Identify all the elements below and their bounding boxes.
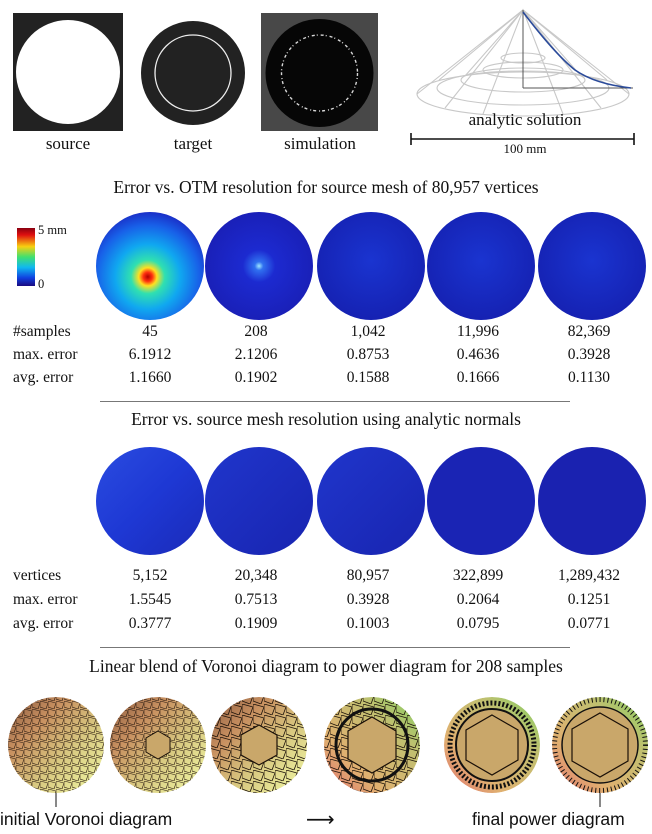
table-cell: 0.3928	[567, 346, 611, 363]
simulation-label: simulation	[284, 134, 356, 153]
table-cell: 0.0795	[456, 615, 500, 632]
analytic-solution-label: analytic solution	[468, 110, 582, 129]
table-cell: 322,899	[452, 567, 504, 584]
scale-bar	[410, 133, 635, 145]
colorbar-max-label: 5 mm	[38, 223, 67, 237]
voronoi-step-4	[324, 697, 420, 793]
table-cell: 0.1130	[567, 369, 611, 386]
error-map-322899	[427, 447, 535, 555]
row-label-max-error: max. error	[13, 591, 78, 608]
final-power-label: final power diagram	[472, 809, 625, 829]
initial-voronoi-label: initial Voronoi diagram	[0, 809, 173, 829]
error-map-row-1	[96, 212, 646, 320]
divider	[100, 401, 570, 402]
row-label-vertices: vertices	[13, 567, 62, 584]
table-cell: 0.0771	[567, 615, 611, 632]
section3-title: Linear blend of Voronoi diagram to power…	[89, 656, 563, 676]
error-map-82369	[538, 212, 646, 320]
voronoi-step-5	[444, 697, 540, 793]
voronoi-step-1	[8, 697, 104, 793]
table-cell: 80,957	[346, 567, 390, 584]
table-cell: 45	[142, 323, 158, 340]
voronoi-step-2	[110, 697, 206, 793]
colorbar-min-label: 0	[38, 277, 45, 291]
target-label: target	[173, 134, 213, 153]
table-cell: 11,996	[456, 323, 500, 340]
simulation-image	[261, 13, 378, 131]
table-cell: 6.1912	[128, 346, 172, 363]
error-map-row-2	[96, 447, 646, 555]
table-cell: 1.1660	[128, 369, 172, 386]
table-cell: 0.1902	[234, 369, 278, 386]
table-cell: 0.1666	[456, 369, 500, 386]
table-cell: 1,289,432	[558, 567, 620, 584]
error-map-1042	[317, 212, 425, 320]
error-map-208	[205, 212, 313, 320]
section2-title: Error vs. source mesh resolution using a…	[131, 409, 521, 429]
target-image	[141, 21, 245, 125]
table-cell: 0.1909	[234, 615, 278, 632]
table-cell: 0.1588	[346, 369, 390, 386]
error-map-45	[96, 212, 204, 320]
error-map-20348	[205, 447, 313, 555]
voronoi-blend-row	[8, 697, 648, 807]
voronoi-step-3	[211, 697, 307, 793]
section1-title: Error vs. OTM resolution for source mesh…	[113, 177, 539, 197]
table-cell: 0.3777	[128, 615, 172, 632]
error-map-80957	[317, 447, 425, 555]
table-cell: 1.5545	[128, 591, 172, 608]
divider	[100, 647, 570, 648]
scale-bar-label: 100 mm	[503, 141, 547, 156]
row-label-samples: #samples	[13, 323, 71, 340]
table-cell: 1,042	[350, 323, 386, 340]
source-label: source	[45, 134, 91, 153]
row-label-avg-error: avg. error	[13, 615, 74, 632]
table-cell: 82,369	[567, 323, 611, 340]
table-cell: 0.7513	[234, 591, 278, 608]
table-cell: 0.1003	[346, 615, 390, 632]
table-cell: 0.4636	[456, 346, 500, 363]
row-label-max-error: max. error	[13, 346, 78, 363]
table-cell: 208	[244, 323, 268, 340]
blend-arrow-icon: ⟶	[306, 807, 335, 831]
table-cell: 0.3928	[346, 591, 390, 608]
analytic-solution-plot	[416, 8, 633, 117]
voronoi-step-6	[552, 697, 648, 793]
table-cell: 0.8753	[346, 346, 390, 363]
row-label-avg-error: avg. error	[13, 369, 74, 386]
table-cell: 0.1251	[567, 591, 611, 608]
error-map-1289432	[538, 447, 646, 555]
table-cell: 2.1206	[234, 346, 278, 363]
table-cell: 5,152	[132, 567, 168, 584]
error-map-5152	[96, 447, 204, 555]
error-map-11996	[427, 212, 535, 320]
table-cell: 20,348	[234, 567, 278, 584]
source-image	[13, 13, 123, 131]
table-cell: 0.2064	[456, 591, 500, 608]
